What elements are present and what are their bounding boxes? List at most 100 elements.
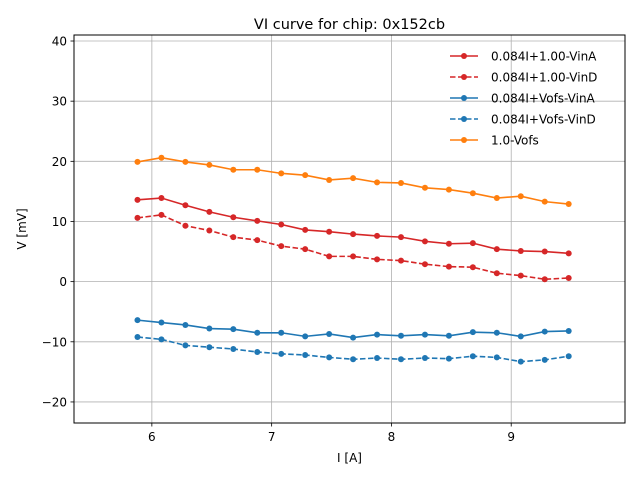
data-point: [302, 333, 309, 340]
data-point: [445, 332, 452, 339]
data-point: [302, 226, 309, 233]
data-point: [350, 334, 357, 341]
chart-title: VI curve for chip: 0x152cb: [254, 17, 445, 33]
y-tick-label: 30: [52, 95, 67, 109]
data-point: [254, 237, 261, 244]
data-point: [182, 321, 189, 328]
data-point: [445, 186, 452, 193]
y-tick-label: −20: [42, 395, 67, 409]
data-point: [158, 154, 165, 161]
data-point: [278, 329, 285, 336]
data-point: [493, 329, 500, 336]
x-axis-label: I [A]: [337, 451, 362, 465]
data-point: [469, 190, 476, 197]
legend-marker: [461, 95, 467, 101]
legend-marker: [461, 53, 467, 59]
x-tick-label: 8: [388, 430, 396, 444]
data-point: [469, 329, 476, 336]
y-axis-ticks: −20 −10 0 10 20 30 40: [42, 35, 74, 409]
data-point: [493, 246, 500, 253]
legend-label: 0.084I+Vofs-VinD: [491, 113, 596, 127]
data-point: [326, 354, 333, 361]
data-point: [182, 342, 189, 349]
data-point: [230, 326, 237, 333]
data-point: [517, 193, 524, 200]
x-tick-label: 9: [507, 430, 515, 444]
data-point: [326, 228, 333, 235]
data-point: [158, 211, 165, 218]
data-point: [206, 325, 213, 332]
legend-label: 0.084I+Vofs-VinA: [491, 92, 596, 106]
data-point: [326, 330, 333, 337]
data-point: [350, 253, 357, 260]
data-point: [445, 263, 452, 270]
data-point: [326, 253, 333, 260]
data-point: [134, 196, 141, 203]
data-point: [374, 331, 381, 338]
data-point: [541, 198, 548, 205]
data-point: [302, 352, 309, 359]
data-point: [517, 272, 524, 279]
data-point: [565, 250, 572, 257]
data-point: [134, 214, 141, 221]
data-point: [278, 170, 285, 177]
data-point: [421, 184, 428, 191]
data-point: [254, 217, 261, 224]
data-point: [469, 353, 476, 360]
legend-marker: [461, 116, 467, 122]
y-tick-label: 10: [52, 215, 67, 229]
data-point: [254, 166, 261, 173]
data-point: [541, 248, 548, 255]
data-point: [374, 355, 381, 362]
x-tick-label: 7: [268, 430, 276, 444]
data-point: [565, 275, 572, 282]
data-point: [206, 208, 213, 215]
data-point: [374, 179, 381, 186]
data-point: [230, 234, 237, 241]
data-point: [158, 336, 165, 343]
data-point: [493, 270, 500, 277]
data-point: [230, 214, 237, 221]
data-point: [469, 264, 476, 271]
y-tick-label: 20: [52, 155, 67, 169]
data-point: [493, 195, 500, 202]
legend-label: 0.084I+1.00-VinA: [491, 50, 597, 64]
x-axis-ticks: 6 7 8 9: [148, 423, 515, 444]
data-point: [134, 317, 141, 324]
data-point: [302, 172, 309, 179]
data-point: [421, 238, 428, 245]
data-point: [158, 319, 165, 326]
data-point: [421, 331, 428, 338]
data-point: [517, 358, 524, 365]
data-point: [421, 261, 428, 268]
data-point: [278, 221, 285, 228]
y-tick-label: −10: [42, 335, 67, 349]
data-point: [182, 202, 189, 209]
y-tick-label: 40: [52, 35, 67, 49]
data-point: [206, 161, 213, 168]
legend: 0.084I+1.00-VinA 0.084I+1.00-VinD 0.084I+V…: [450, 50, 597, 148]
plot-area-frame: [73, 34, 626, 424]
series-group: [134, 154, 572, 365]
data-point: [517, 333, 524, 340]
data-point: [445, 240, 452, 247]
data-point: [182, 222, 189, 229]
data-point: [565, 353, 572, 360]
legend-marker: [461, 74, 467, 80]
data-point: [134, 158, 141, 165]
data-point: [421, 355, 428, 362]
data-point: [374, 232, 381, 239]
data-point: [469, 240, 476, 247]
data-point: [254, 349, 261, 356]
data-point: [541, 328, 548, 335]
data-point: [541, 356, 548, 363]
data-point: [254, 329, 261, 336]
x-tick-label: 6: [148, 430, 156, 444]
legend-label: 1.0-Vofs: [491, 134, 539, 148]
data-point: [134, 333, 141, 340]
y-axis-label: V [mV]: [15, 208, 29, 249]
data-point: [326, 176, 333, 183]
data-point: [398, 234, 405, 241]
legend-marker: [461, 137, 467, 143]
